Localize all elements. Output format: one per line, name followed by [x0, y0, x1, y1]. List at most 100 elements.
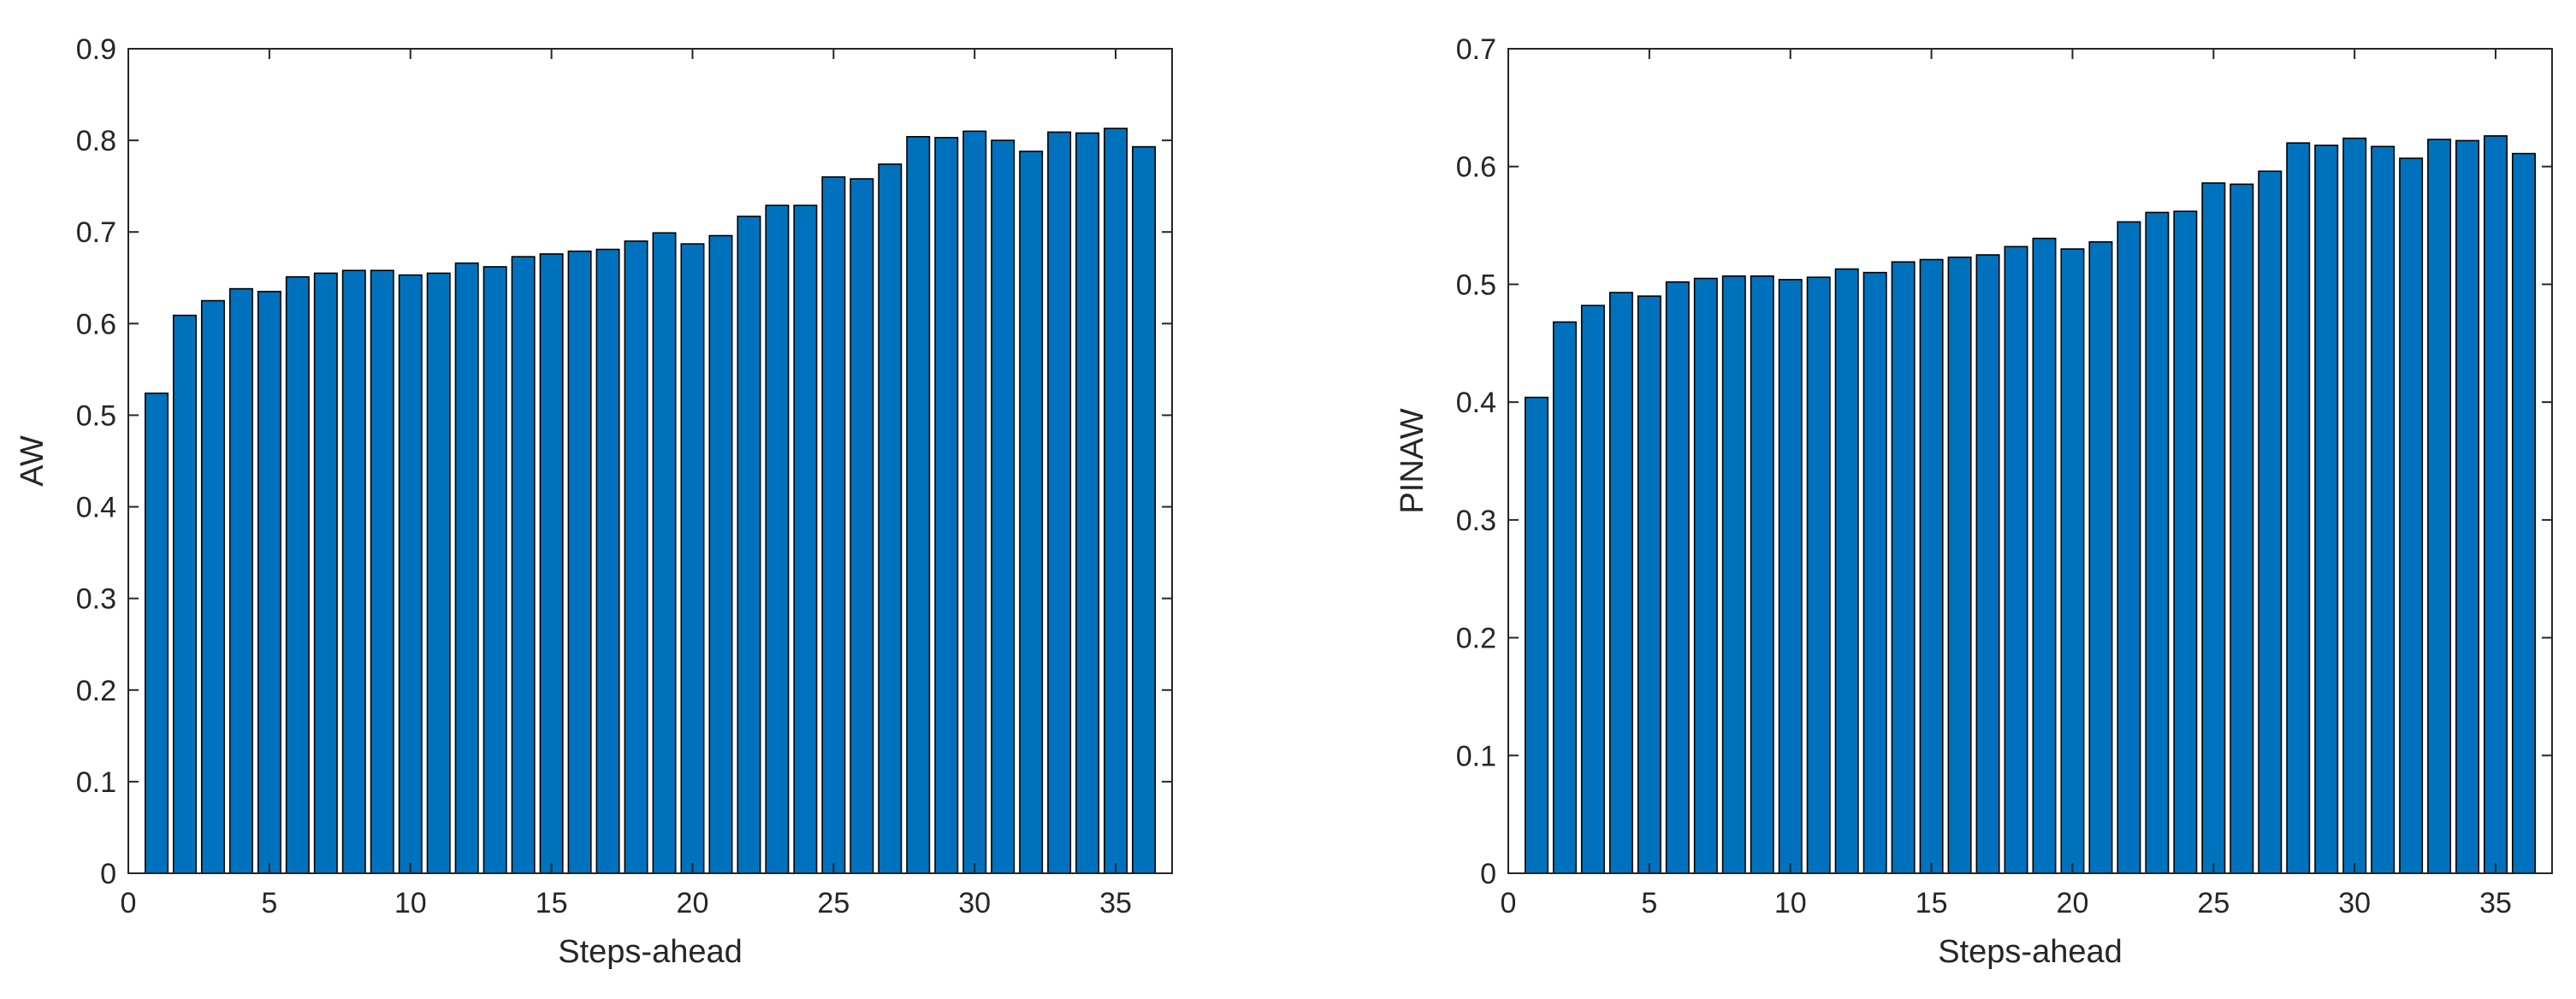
bar-aw-step-28 [906, 136, 931, 874]
x-tick-label-aw: 0 [121, 887, 137, 919]
axes-frame-pinaw [1507, 48, 2553, 874]
x-tick-label-aw: 30 [958, 887, 991, 919]
bars-pinaw [1524, 135, 2537, 874]
y-tick-label-pinaw: 0.6 [1456, 151, 1496, 184]
y-tick-label-aw: 0.3 [76, 583, 116, 616]
bar-aw-step-29 [934, 137, 959, 874]
bar-pinaw-step-35 [2484, 135, 2508, 874]
x-ticks-aw: 0 5 10 15 20 25 30 35 [121, 49, 1132, 919]
bar-pinaw-step-29 [2314, 145, 2339, 874]
y-tick-label-pinaw: 0.1 [1456, 740, 1496, 772]
bar-pinaw-step-20 [2060, 248, 2085, 874]
y-tick-label-aw: 0.4 [76, 492, 116, 524]
bar-pinaw-step-27 [2258, 170, 2283, 874]
bar-aw-step-6 [285, 275, 310, 874]
bar-pinaw-step-4 [1608, 292, 1633, 874]
y-tick-label-aw: 0.9 [76, 33, 116, 66]
y-axis-label-pinaw: PINAW [1395, 408, 1430, 513]
y-axis-label-aw: AW [15, 435, 50, 487]
bar-pinaw-step-33 [2427, 139, 2452, 874]
x-tick-label-aw: 5 [261, 887, 277, 919]
bars-aw [144, 127, 1157, 874]
bar-aw-step-5 [257, 291, 281, 874]
bar-aw-step-21 [708, 234, 733, 874]
bar-aw-step-3 [200, 299, 225, 874]
chart-panel-aw: 0 5 10 15 20 25 30 35 0 0.1 0.2 0.3 0.4 0.5 0.6 0.7 0.8… [15, 33, 1173, 970]
bar-pinaw-step-16 [1947, 256, 1972, 874]
x-tick-label-aw: 20 [677, 887, 709, 919]
bar-aw-step-32 [1019, 151, 1044, 874]
bar-aw-step-10 [398, 274, 423, 874]
bar-pinaw-step-32 [2399, 157, 2424, 874]
bar-aw-step-14 [511, 256, 536, 874]
x-tick-label-pinaw: 0 [1501, 887, 1517, 919]
bar-aw-step-17 [595, 248, 620, 874]
bar-pinaw-step-23 [2145, 211, 2170, 874]
bar-pinaw-step-17 [1975, 254, 2000, 874]
x-tick-label-pinaw: 15 [1916, 887, 1948, 919]
y-tick-label-aw: 0.1 [76, 766, 116, 799]
x-axis-label-pinaw: Steps-ahead [1938, 934, 2123, 970]
bar-aw-step-34 [1075, 132, 1100, 874]
bar-pinaw-step-36 [2512, 152, 2537, 874]
y-tick-label-aw: 0.7 [76, 216, 116, 249]
x-tick-label-aw: 10 [394, 887, 427, 919]
bar-aw-step-19 [652, 232, 677, 874]
bar-aw-step-1 [144, 392, 169, 874]
bar-aw-step-27 [878, 163, 903, 874]
bar-pinaw-step-22 [2117, 221, 2141, 874]
x-tick-label-aw: 25 [817, 887, 850, 919]
x-ticks-pinaw: 0 5 10 15 20 25 30 35 [1501, 49, 2512, 919]
bar-pinaw-step-15 [1919, 258, 1944, 874]
x-tick-label-pinaw: 5 [1641, 887, 1657, 919]
bar-pinaw-step-2 [1552, 321, 1577, 874]
bar-pinaw-step-11 [1806, 276, 1831, 874]
bar-pinaw-step-1 [1524, 396, 1549, 874]
bar-pinaw-step-21 [2088, 241, 2113, 874]
bar-pinaw-step-3 [1580, 304, 1605, 874]
y-tick-label-pinaw: 0.2 [1456, 623, 1496, 655]
bar-aw-step-24 [793, 204, 818, 874]
chart-panel-pinaw: 0 5 10 15 20 25 30 35 0 0.1 0.2 0.3 0.4 0.5 0.6 0.7 St… [1395, 33, 2553, 970]
y-tick-label-pinaw: 0.3 [1456, 505, 1496, 537]
bar-pinaw-step-13 [1862, 271, 1887, 874]
bar-aw-step-12 [454, 262, 479, 874]
bar-aw-step-11 [426, 272, 451, 874]
y-tick-label-pinaw: 0.4 [1456, 387, 1496, 419]
x-tick-label-pinaw: 10 [1774, 887, 1807, 919]
bar-pinaw-step-28 [2286, 142, 2311, 874]
bar-pinaw-step-25 [2201, 182, 2226, 874]
y-tick-label-aw: 0.2 [76, 675, 116, 707]
bar-aw-step-8 [341, 269, 366, 874]
x-tick-label-pinaw: 35 [2479, 887, 2512, 919]
bar-pinaw-step-8 [1721, 275, 1746, 874]
bar-aw-step-2 [172, 314, 197, 874]
bar-aw-step-31 [991, 139, 1016, 874]
bar-pinaw-step-19 [2032, 237, 2057, 874]
bar-pinaw-step-18 [2004, 245, 2028, 874]
y-tick-label-aw: 0.6 [76, 308, 116, 340]
bar-aw-step-33 [1047, 131, 1072, 874]
x-axis-label-aw: Steps-ahead [558, 934, 743, 970]
bar-aw-step-9 [370, 269, 394, 874]
bar-pinaw-step-31 [2371, 145, 2395, 874]
bar-pinaw-step-6 [1665, 281, 1690, 874]
bar-aw-step-16 [567, 250, 592, 874]
bar-aw-step-18 [624, 240, 648, 874]
bar-pinaw-step-14 [1891, 261, 1916, 874]
bar-pinaw-step-24 [2173, 210, 2198, 874]
bar-pinaw-step-30 [2342, 137, 2367, 874]
bar-aw-step-22 [737, 216, 761, 874]
y-tick-label-pinaw: 0.7 [1456, 33, 1496, 66]
bar-pinaw-step-9 [1750, 275, 1774, 874]
bar-aw-step-26 [850, 178, 874, 874]
bar-aw-step-36 [1132, 145, 1157, 874]
bar-aw-step-20 [680, 243, 705, 874]
bar-aw-step-23 [765, 204, 790, 874]
y-tick-label-pinaw: 0 [1480, 858, 1496, 890]
bar-aw-step-30 [962, 130, 987, 874]
bar-pinaw-step-12 [1834, 268, 1859, 874]
bar-pinaw-step-7 [1693, 277, 1718, 874]
bar-aw-step-25 [821, 176, 846, 874]
